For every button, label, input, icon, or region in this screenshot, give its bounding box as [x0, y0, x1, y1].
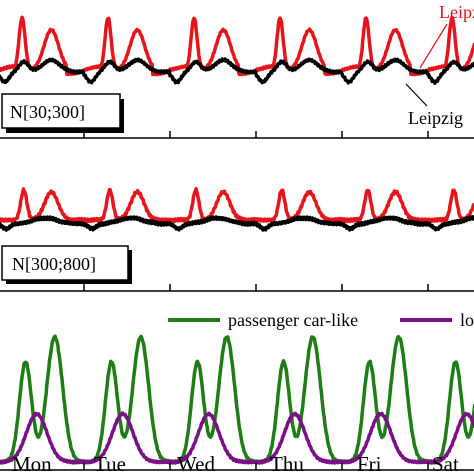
tick-label-wed: Wed	[177, 452, 215, 474]
series-lo	[0, 411, 474, 465]
tick-label-tue: Tue	[94, 452, 126, 474]
panel-1-label-box: N[30;300]	[1, 93, 124, 133]
legend-label-passenger: passenger car-like	[228, 310, 358, 330]
legend: passenger car-like lo	[168, 310, 474, 330]
annotation-red-pointer	[419, 23, 448, 69]
tick-label-fri: Fri	[357, 452, 382, 474]
panel-1-lines	[0, 15, 474, 85]
legend-label-lo: lo	[460, 310, 474, 330]
panel-2-label-box: N[300;800]	[1, 245, 132, 284]
tick-label-thu: Thu	[270, 452, 304, 474]
annotation-black-pointer	[405, 83, 428, 107]
annotation-red-series: Leipz	[439, 2, 474, 22]
tick-label-mon: Mon	[12, 452, 52, 474]
panel-2-label: N[300;800]	[12, 254, 96, 274]
series-passenger-car-like	[0, 334, 474, 465]
panel-3-lines	[0, 334, 474, 465]
tick-label-sat: Sat	[432, 452, 459, 474]
panel-2-lines	[0, 187, 474, 232]
series-black-panel-2	[0, 215, 474, 232]
series-black-panel-1	[0, 57, 474, 85]
annotation-black-series: Leipzig	[408, 108, 463, 128]
panel-1-label: N[30;300]	[10, 102, 85, 122]
axis-ticks	[83, 131, 429, 470]
series-red-panel-2	[0, 187, 474, 224]
